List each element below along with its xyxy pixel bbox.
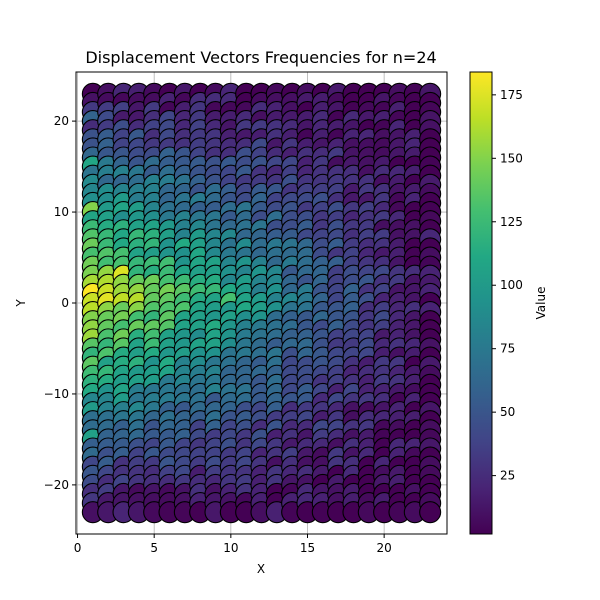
x-tick-label: 15	[300, 541, 315, 555]
y-tick-label: −20	[44, 478, 69, 492]
colorbar-tick-label: 50	[500, 405, 515, 419]
x-tick-label: 20	[377, 541, 392, 555]
colorbar-tick-label: 100	[500, 278, 523, 292]
x-tick-label: 0	[74, 541, 82, 555]
colorbar-label: Value	[534, 287, 548, 320]
colorbar-tick-label: 25	[500, 469, 515, 483]
y-tick-label: 20	[54, 114, 69, 128]
y-tick-label: −10	[44, 387, 69, 401]
chart-title: Displacement Vectors Frequencies for n=2…	[85, 48, 436, 67]
x-axis-label: X	[257, 562, 265, 576]
y-tick-label: 10	[54, 205, 69, 219]
colorbar-tick-label: 75	[500, 342, 515, 356]
colorbar-tick-label: 175	[500, 88, 523, 102]
colorbar	[469, 71, 493, 535]
colorbar-tick-label: 125	[500, 215, 523, 229]
colorbar-tick-label: 150	[500, 151, 523, 165]
y-tick-label: 0	[61, 296, 69, 310]
y-axis-ticks: −20 −10 0 10 20	[44, 114, 76, 492]
y-axis-label: Y	[14, 299, 28, 308]
scatter-point	[419, 501, 442, 524]
x-tick-label: 5	[150, 541, 158, 555]
x-tick-label: 10	[223, 541, 238, 555]
scatter-points	[81, 82, 442, 524]
x-axis-ticks: 0 5 10 15 20	[74, 534, 392, 555]
colorbar-ticks: 25 50 75 100 125 150 175	[492, 88, 523, 483]
